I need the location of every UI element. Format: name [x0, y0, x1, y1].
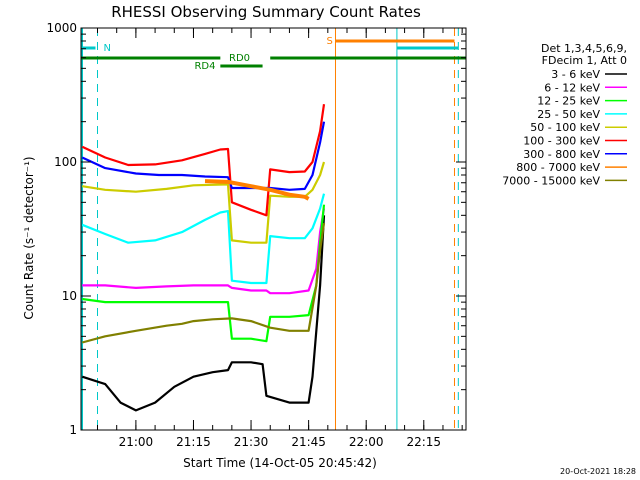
y-tick-label: 1 [69, 423, 77, 437]
y-axis-label: Count Rate (s⁻¹ detector⁻¹) [22, 156, 36, 319]
series-line-6 [81, 104, 326, 217]
series-line-4 [81, 193, 326, 285]
legend-entry-label: 12 - 25 keV [537, 95, 600, 108]
y-axis: 1 10 100 1000 [46, 21, 466, 437]
series-line-5 [82, 161, 326, 244]
series-line-8 [204, 179, 310, 201]
legend-entry-label: 7000 - 15000 keV [502, 174, 600, 187]
event-label-rd0: RD0 [229, 53, 250, 64]
y-tick-label: 100 [54, 155, 77, 169]
x-tick-label: 21:30 [234, 435, 269, 449]
legend-entry-label: 3 - 6 keV [551, 68, 600, 81]
y-tick-label: 10 [62, 289, 77, 303]
legend-header-line-2: FDecim 1, Att 0 [542, 54, 627, 67]
event-label-rd4: RD4 [194, 61, 215, 72]
legend-entry-label: 50 - 100 keV [530, 121, 600, 134]
series-line-2 [82, 208, 326, 295]
plot-frame [80, 27, 467, 431]
chart-title: RHESSI Observing Summary Count Rates [111, 3, 421, 21]
x-axis-label: Start Time (14-Oct-05 20:45:42) [183, 456, 377, 470]
timestamp: 20-Oct-2021 18:28 [560, 467, 636, 476]
series-line-1 [81, 215, 326, 412]
x-tick-label: 21:45 [291, 435, 326, 449]
series-lines [81, 104, 326, 412]
legend-entry-label: 6 - 12 keV [544, 81, 600, 94]
event-markers: N S RD0 RD4 [81, 28, 466, 430]
x-tick-label: 22:00 [349, 435, 384, 449]
x-tick-label: 22:15 [406, 435, 441, 449]
x-axis: 21:00 21:15 21:30 21:45 22:00 22:15 [97, 28, 463, 449]
legend-entry-label: 25 - 50 keV [537, 108, 600, 121]
series-line-9 [81, 222, 326, 344]
legend-entry-label: 800 - 7000 keV [516, 161, 600, 174]
legend-entry-label: 300 - 800 keV [523, 148, 600, 161]
event-label-n: N [104, 43, 111, 54]
series-line-7 [81, 121, 326, 191]
legend: Det 1,3,4,5,6,9, FDecim 1, Att 0 3 - 6 k… [502, 42, 627, 187]
legend-header-line-1: Det 1,3,4,5,6,9, [541, 42, 627, 55]
x-tick-label: 21:15 [176, 435, 211, 449]
legend-entry-label: 100 - 300 keV [523, 135, 600, 148]
y-tick-label: 1000 [46, 21, 77, 35]
event-label-s: S [326, 36, 332, 47]
x-tick-label: 21:00 [119, 435, 154, 449]
